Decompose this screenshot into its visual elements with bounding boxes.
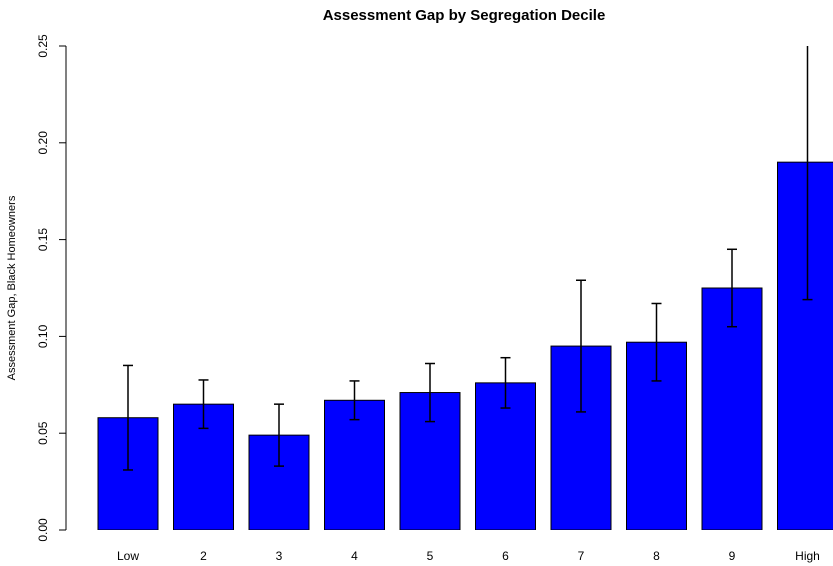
bar <box>777 161 833 530</box>
x-tick-label: 8 <box>653 549 660 563</box>
y-tick-label: 0.25 <box>36 34 50 58</box>
error-bar <box>349 380 360 421</box>
y-tick-label: 0.05 <box>36 421 50 445</box>
bar <box>701 287 763 530</box>
x-tick-label: 9 <box>729 549 736 563</box>
x-tick-label: 5 <box>427 549 434 563</box>
x-tick-label: 2 <box>200 549 207 563</box>
x-tick-label: 4 <box>351 549 358 563</box>
x-tick-label: 6 <box>502 549 509 563</box>
error-bar <box>274 403 284 467</box>
y-tick-label: 0.15 <box>36 228 50 252</box>
error-bar <box>500 356 511 409</box>
x-tick-label: 3 <box>276 549 283 563</box>
y-tick-label: 0.00 <box>36 518 50 542</box>
error-bar <box>425 362 435 423</box>
error-bar <box>123 364 133 471</box>
error-bar <box>802 46 813 301</box>
error-bar <box>651 302 662 382</box>
error-bar <box>198 379 209 430</box>
y-tick-label: 0.20 <box>36 131 50 155</box>
y-tick-label: 0.10 <box>36 324 50 348</box>
x-tick-label: 7 <box>578 549 585 563</box>
chart-title: Assessment Gap by Segregation Decile <box>323 7 606 24</box>
x-tick-label: High <box>795 549 820 563</box>
y-axis-label: Assessment Gap, Black Homeowners <box>6 195 18 380</box>
error-bar <box>576 279 586 413</box>
error-bar <box>727 248 737 328</box>
x-tick-label: Low <box>117 549 139 563</box>
